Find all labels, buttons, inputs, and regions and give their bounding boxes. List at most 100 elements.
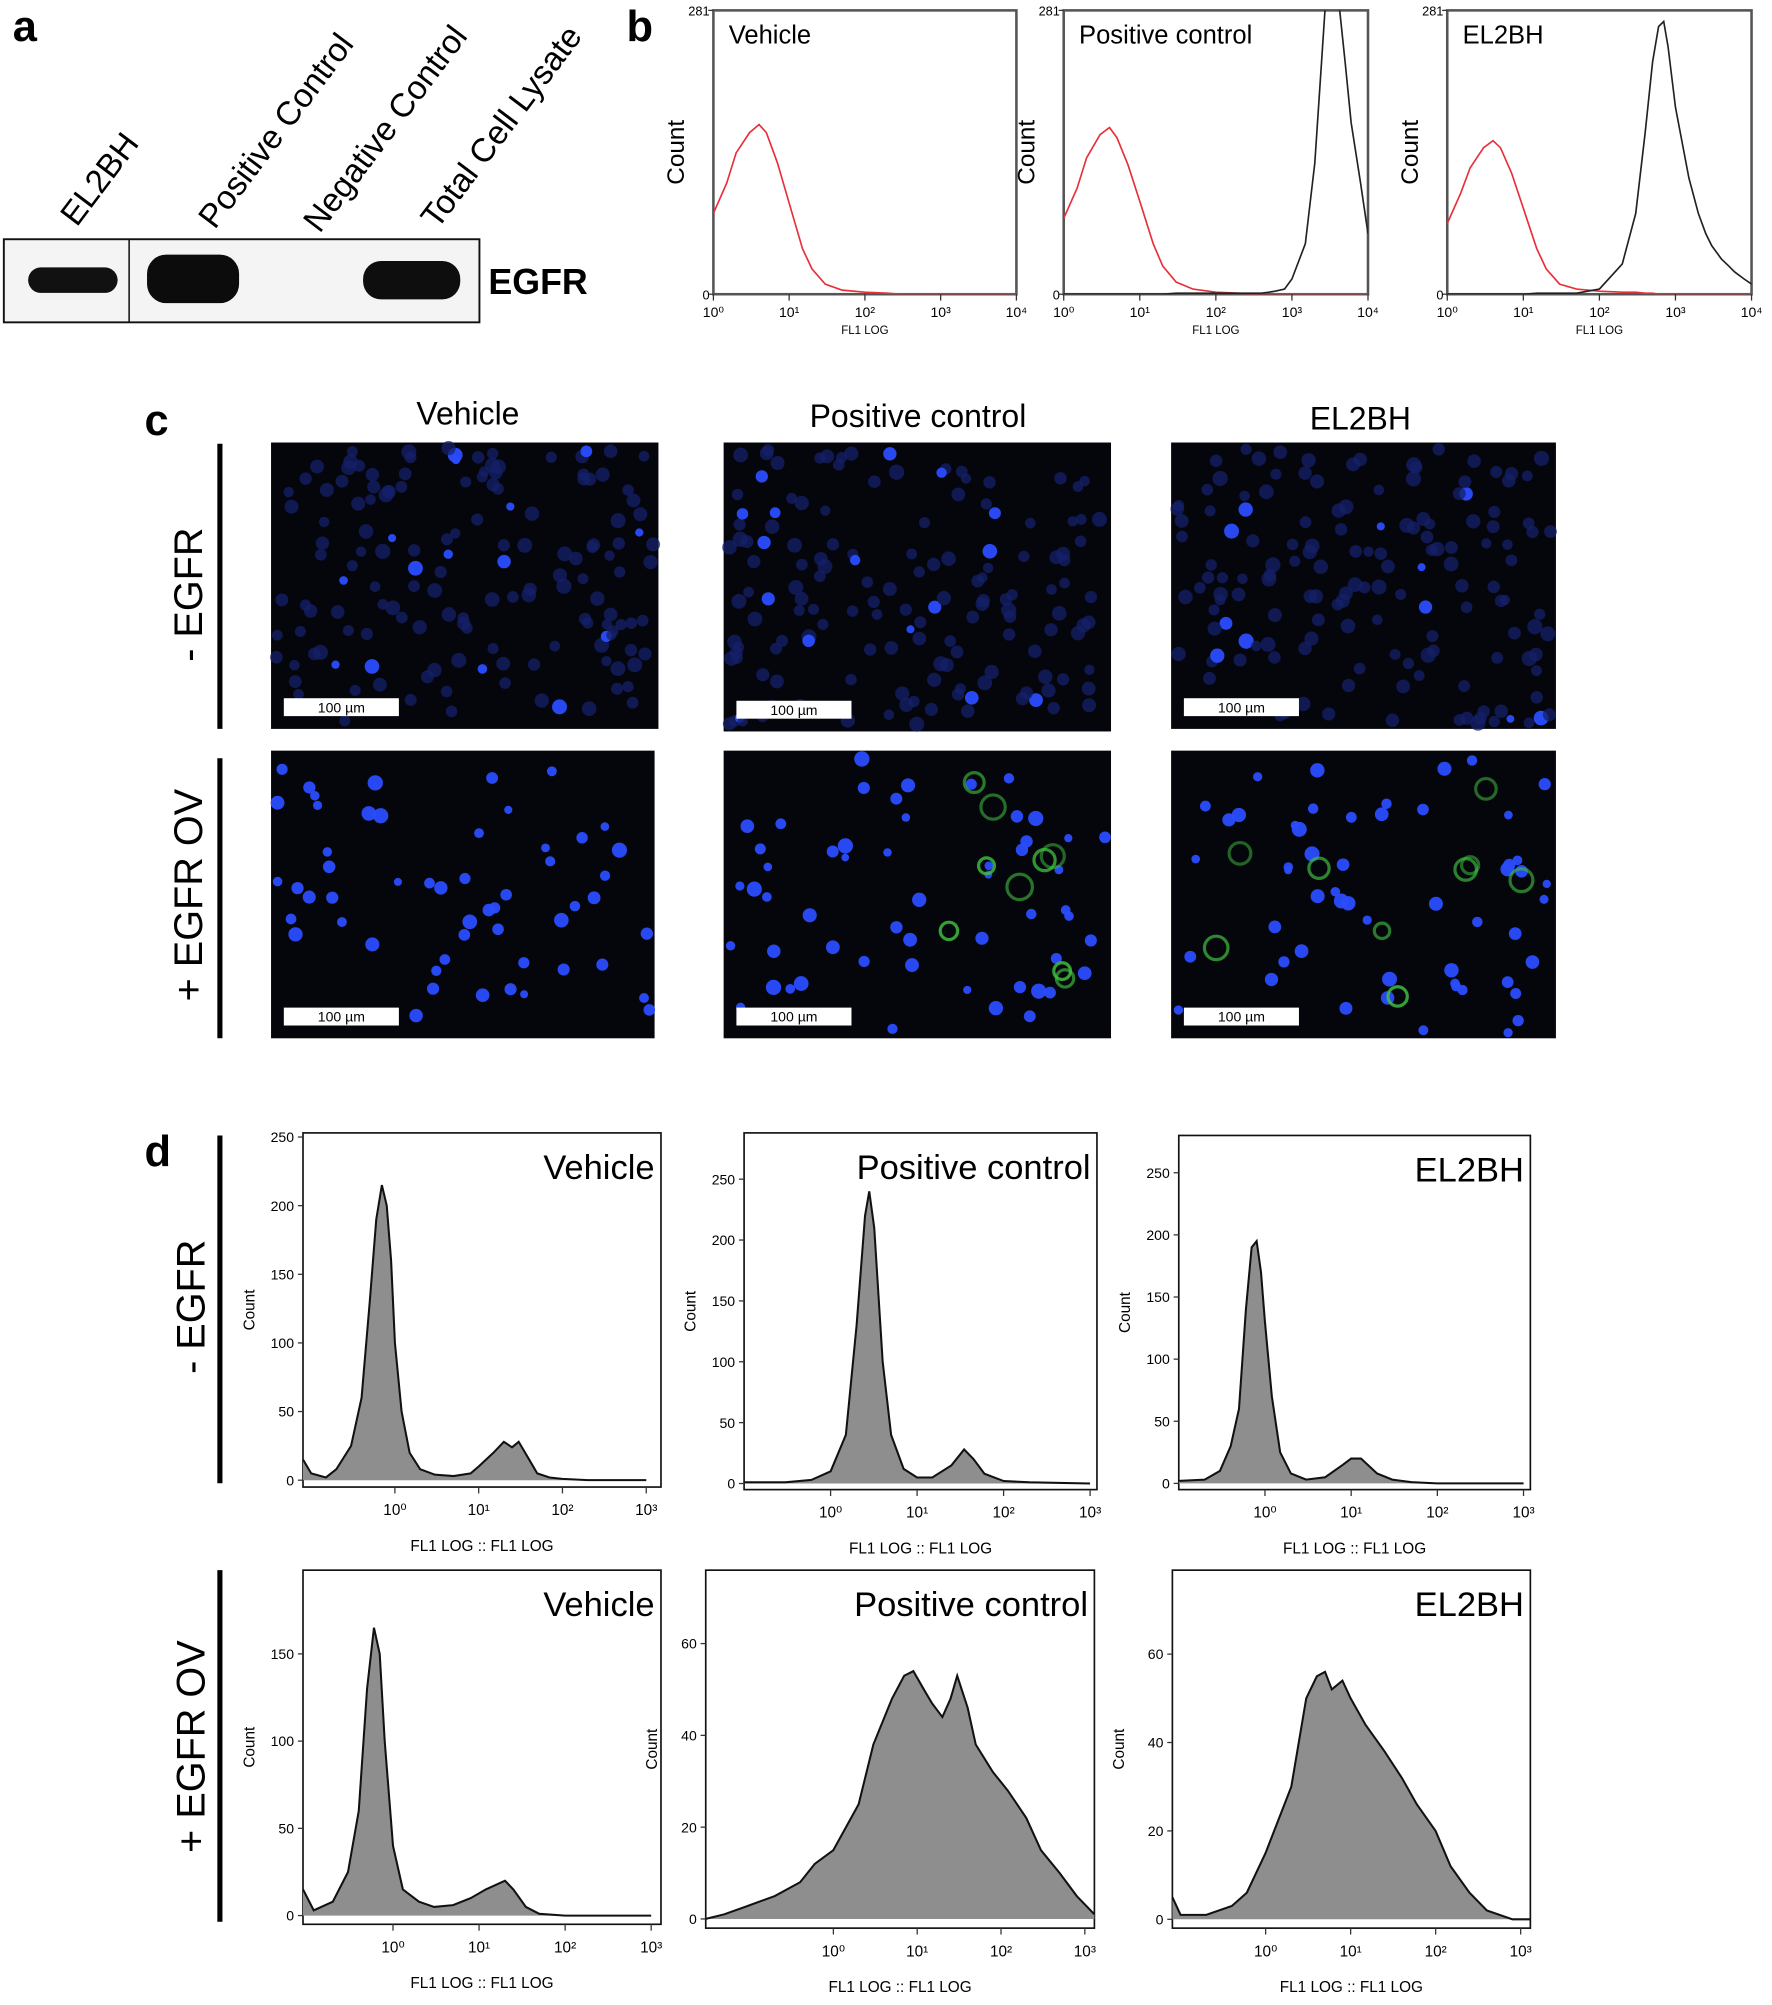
nucleus — [1084, 590, 1098, 604]
nucleus — [360, 627, 373, 641]
nucleus — [412, 620, 427, 635]
egfr-stain — [976, 856, 997, 876]
nucleus — [775, 818, 787, 830]
nucleus — [497, 539, 510, 552]
egfr-stain — [1474, 776, 1498, 801]
nucleus — [1268, 651, 1281, 664]
plot-frame — [1171, 1569, 1532, 1929]
area-outline — [744, 1191, 1091, 1485]
y-axis-label: Count — [683, 1290, 700, 1332]
nucleus — [1353, 662, 1366, 675]
nucleus — [1171, 646, 1186, 662]
nucleus — [460, 476, 472, 488]
x-tick-label: 10¹ — [1513, 304, 1534, 320]
nucleus — [906, 548, 918, 560]
histogram-line — [1063, 10, 1368, 295]
nucleus — [1443, 556, 1459, 572]
nucleus — [1349, 545, 1363, 558]
nucleus — [1486, 520, 1500, 534]
nucleus — [941, 551, 956, 567]
nucleus — [1233, 653, 1247, 667]
nucleus — [372, 677, 387, 692]
nucleus — [1237, 573, 1248, 584]
micrograph-background — [271, 442, 659, 729]
nucleus — [740, 819, 755, 834]
nucleus — [764, 519, 780, 534]
nucleus — [1084, 934, 1097, 947]
nucleus — [283, 486, 294, 498]
nucleus — [610, 513, 626, 529]
nucleus — [964, 690, 979, 705]
nucleus — [912, 631, 927, 646]
nucleus — [977, 675, 993, 691]
nucleus — [1432, 443, 1445, 456]
nucleus — [863, 643, 877, 656]
nucleus — [835, 451, 848, 463]
y-axis-label: Count — [1397, 120, 1424, 185]
nucleus — [951, 688, 965, 701]
histogram-line — [1447, 19, 1752, 295]
nucleus — [1525, 955, 1540, 969]
nucleus — [747, 554, 761, 569]
nucleus — [1208, 604, 1220, 616]
nucleus — [1526, 525, 1539, 539]
nucleus — [1002, 628, 1016, 641]
nucleus — [577, 468, 590, 481]
nucleus — [1074, 535, 1087, 548]
nucleus — [1395, 588, 1407, 600]
nucleus — [1049, 550, 1064, 565]
nucleus — [375, 543, 391, 560]
y-tick-label: 60 — [1148, 1646, 1164, 1662]
scale-bar — [1183, 1007, 1299, 1026]
row-labels: - EGFR + EGFR OV - EGFR + EGFR OV — [167, 528, 214, 1853]
micrograph: 100 µm — [1170, 442, 1557, 731]
nucleus — [1028, 810, 1044, 827]
x-axis-label: FL1 LOG :: FL1 LOG — [849, 1541, 992, 1558]
egfr-stain — [1052, 961, 1073, 982]
y-axis-label: Count — [241, 1726, 258, 1768]
nucleus — [322, 847, 333, 857]
nucleus — [927, 672, 942, 687]
nucleus — [275, 593, 289, 607]
x-tick-label: 10¹ — [906, 1943, 928, 1960]
nucleus — [557, 963, 570, 976]
nucleus — [545, 451, 557, 463]
nucleus — [590, 591, 605, 606]
nucleus — [1381, 798, 1392, 809]
scale-bar — [736, 700, 852, 719]
nucleus — [1345, 811, 1357, 823]
nucleus — [302, 890, 316, 904]
chart-title: EL2BH — [1415, 1151, 1524, 1189]
nucleus — [1362, 915, 1372, 925]
nucleus — [1501, 976, 1514, 988]
nucleus — [1238, 633, 1254, 649]
nucleus — [944, 635, 957, 647]
nucleus — [1488, 505, 1501, 518]
nucleus — [523, 582, 537, 597]
nucleus — [615, 619, 627, 631]
nucleus — [291, 881, 304, 895]
nucleus — [1201, 483, 1214, 496]
nucleus — [355, 546, 367, 557]
nucleus — [1263, 568, 1277, 582]
nucleus — [596, 958, 609, 971]
nucleus — [841, 853, 850, 862]
nucleus — [980, 498, 992, 510]
nucleus — [601, 619, 613, 630]
x-tick-label: 10³ — [930, 304, 951, 320]
egfr-stain — [1227, 840, 1253, 866]
y-axis-label: Count — [241, 1289, 258, 1331]
nucleus — [1385, 713, 1400, 727]
nucleus — [549, 640, 561, 652]
x-axis-label: FL1 LOG — [841, 325, 888, 337]
y-tick-label: 150 — [271, 1266, 295, 1282]
nucleus — [315, 536, 330, 550]
scale-bar-label: 100 µm — [1218, 699, 1265, 715]
nucleus — [427, 583, 443, 598]
nucleus — [1044, 986, 1056, 999]
x-tick-label: 10⁰ — [819, 1505, 842, 1522]
y-tick-label: 0 — [286, 1908, 294, 1924]
nucleus — [443, 549, 453, 559]
nucleus — [364, 659, 380, 674]
